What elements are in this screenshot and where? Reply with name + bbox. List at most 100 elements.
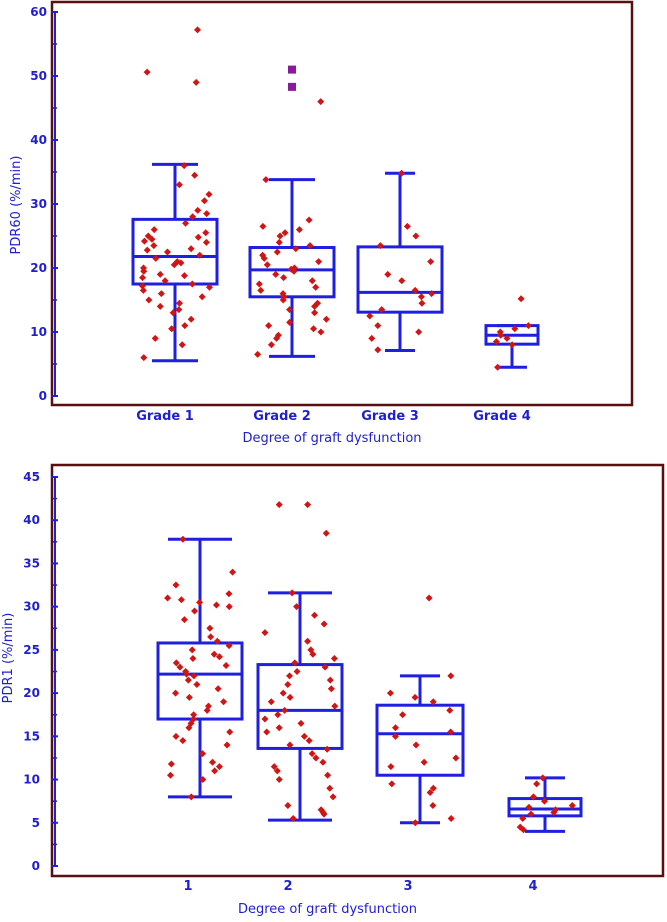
data-point (157, 290, 165, 298)
data-point (378, 306, 386, 314)
data-point (286, 306, 294, 314)
data-point (304, 637, 312, 645)
data-point (305, 737, 313, 745)
x-tick-label: 4 (528, 879, 537, 894)
data-point (388, 780, 396, 788)
y-tick-label: 50 (30, 69, 47, 83)
data-point (188, 646, 196, 654)
y-tick-label: 20 (23, 686, 40, 700)
data-point (152, 254, 160, 262)
data-point (156, 270, 164, 278)
data-point (511, 325, 519, 333)
y-tick-label: 40 (30, 133, 47, 147)
data-point (255, 280, 263, 288)
data-point (175, 181, 183, 189)
data-point (519, 826, 527, 834)
data-point (139, 274, 147, 282)
data-point (284, 680, 292, 688)
data-point (175, 306, 183, 314)
data-point (281, 706, 289, 714)
data-point (503, 334, 511, 342)
data-point (429, 784, 437, 792)
data-point (185, 724, 193, 732)
data-point (222, 661, 230, 669)
data-point (194, 26, 202, 34)
chart-1: 0 10 20 30 40 50 60 PDR60 (%/min) Degree of graf… (9, 0, 634, 446)
data-point (525, 803, 533, 811)
data-point (311, 611, 319, 619)
data-point (305, 216, 313, 224)
data-point (177, 259, 185, 267)
data-point (259, 251, 267, 259)
y-tick-label: 60 (30, 5, 47, 19)
data-point (198, 293, 206, 301)
data-point (139, 286, 147, 294)
data-point (376, 242, 384, 250)
data-point (300, 732, 308, 740)
data-point (163, 248, 171, 256)
data-point (196, 598, 204, 606)
data-point (330, 655, 338, 663)
box-grade-2 (248, 98, 336, 358)
data-point (452, 754, 460, 762)
data-point (529, 793, 537, 801)
data-point (320, 620, 328, 628)
data-point (317, 98, 325, 106)
data-point (533, 780, 541, 788)
data-point (265, 322, 273, 330)
data-point (196, 251, 204, 259)
iqr-box (256, 663, 344, 750)
data-point (200, 197, 208, 205)
data-point (138, 282, 146, 290)
data-point (179, 535, 187, 543)
data-point (398, 277, 406, 285)
data-point (148, 235, 156, 243)
data-point (329, 793, 337, 801)
data-point (275, 724, 283, 732)
y-tick-label: 30 (30, 197, 47, 211)
data-point (182, 219, 190, 227)
data-point (254, 350, 262, 358)
data-point (273, 248, 281, 256)
data-point (295, 226, 303, 234)
data-point (172, 659, 180, 667)
data-point (199, 776, 207, 784)
data-point (166, 771, 174, 779)
data-point (191, 607, 199, 615)
x-axis-title: Degree of graft dysfunction (242, 431, 421, 446)
data-point (327, 685, 335, 693)
box-grade-3 (356, 169, 444, 354)
data-point (194, 233, 202, 241)
data-point (260, 254, 268, 262)
data-point (140, 267, 148, 275)
y-tick-label: 30 (23, 600, 40, 614)
data-point (270, 763, 278, 771)
data-point (187, 245, 195, 253)
data-point (150, 226, 158, 234)
data-point (209, 758, 217, 766)
data-point (143, 68, 151, 76)
chart-2: 0 5 10 15 20 25 30 35 40 45 PDR1 (%/min) Degree of … (1, 463, 665, 917)
data-point (180, 162, 188, 170)
y-tick-label: 5 (32, 816, 40, 830)
data-point (276, 232, 284, 240)
data-point (203, 210, 211, 218)
box-3 (375, 594, 465, 827)
data-point (540, 797, 548, 805)
data-point (170, 261, 178, 269)
data-point (175, 299, 183, 307)
data-point (267, 698, 275, 706)
data-point (317, 328, 325, 336)
y-tick-label: 20 (30, 261, 47, 275)
data-point (517, 295, 525, 303)
y-tick-label: 35 (23, 556, 40, 570)
y-tick-label: 25 (23, 643, 40, 657)
data-point (415, 328, 423, 336)
data-point (286, 693, 294, 701)
data-point (428, 290, 436, 298)
y-tick-label: 10 (23, 773, 40, 787)
data-point (304, 501, 312, 509)
data-point (319, 758, 327, 766)
data-point (447, 814, 455, 822)
data-point (185, 693, 193, 701)
